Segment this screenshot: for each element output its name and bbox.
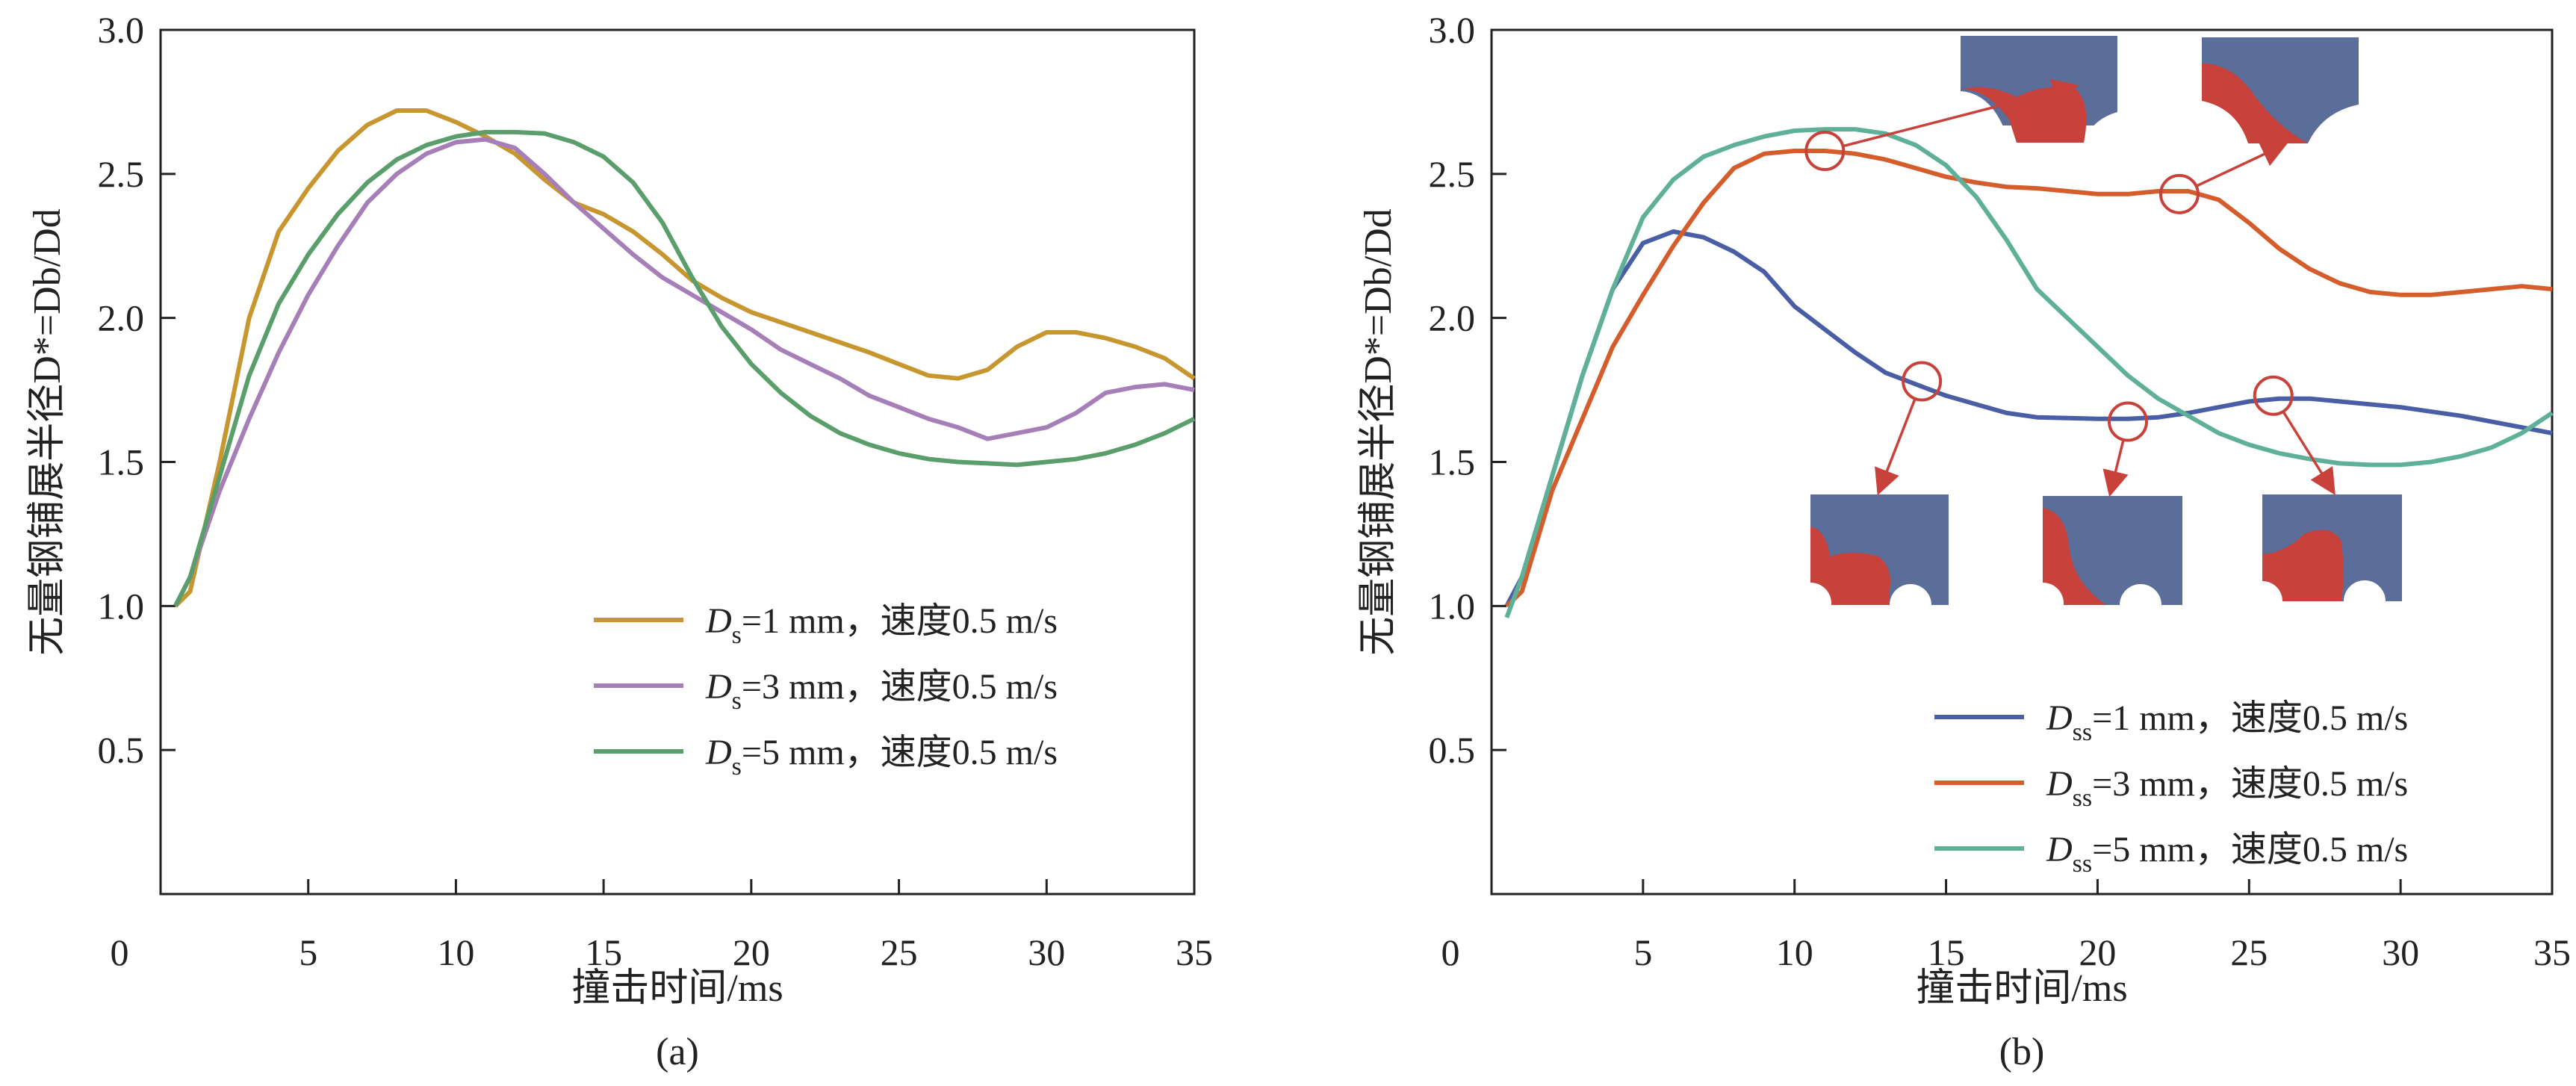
x-tick-label: 10 [437, 931, 474, 973]
annotation-arrow [2195, 142, 2288, 187]
y-tick-label: 3.0 [1429, 9, 1476, 51]
y-axis-label: 无量钢铺展半径D*=Db/Dd [1357, 208, 1400, 655]
x-tick-label: 0 [111, 931, 129, 973]
series-line-3 [173, 129, 1196, 607]
inset-image [1961, 36, 2117, 143]
inset-image [2043, 496, 2182, 605]
panel-a: 0 5 10 15 20 25 30 35 0.5 1.0 1.5 2.0 2.5 3.0 撞击时间/ms (… [26, 9, 1213, 1073]
inset-image [1810, 494, 1949, 605]
x-tick-label: 25 [881, 931, 918, 973]
inset-image [2262, 494, 2402, 601]
x-tick-label: 30 [1028, 931, 1065, 973]
x-tick-label: 25 [2230, 931, 2268, 973]
annotation-circle [1804, 130, 1846, 171]
legend-label: Dss=1 mm，速度0.5 m/s [2046, 698, 2408, 746]
panel-caption: (a) [656, 1031, 699, 1073]
y-tick-label: 2.5 [98, 153, 145, 195]
annotation-circle [1902, 361, 1943, 402]
x-tick-label: 20 [2079, 931, 2116, 973]
y-tick-label: 1.0 [98, 585, 145, 627]
y-tick-label: 2.5 [1429, 153, 1476, 195]
x-axis-label: 撞击时间/ms [1916, 967, 2127, 1010]
y-tick-label: 1.5 [98, 441, 145, 483]
y-tick-label: 0.5 [1429, 729, 1476, 771]
annotation-arrow [2282, 411, 2336, 495]
annotation-arrow [1843, 78, 2079, 148]
simulation-insets [1810, 36, 2402, 605]
x-tick-label: 15 [1928, 931, 1965, 973]
annotation-circle [2158, 173, 2200, 214]
x-tick-label: 0 [1441, 931, 1460, 973]
x-tick-label: 35 [1176, 931, 1213, 973]
annotations [1804, 78, 2336, 497]
annotation-circle [2253, 375, 2294, 416]
y-tick-label: 1.0 [1429, 585, 1476, 627]
series-line-3 [1504, 127, 2554, 618]
x-tick-label: 20 [733, 931, 770, 973]
legend-label: Dss=5 mm，速度0.5 m/s [2046, 830, 2408, 878]
x-tick-label: 30 [2382, 931, 2419, 973]
series-line-2 [173, 137, 1195, 607]
x-axis-label: 撞击时间/ms [571, 967, 783, 1010]
x-tick-label: 5 [299, 931, 317, 973]
annotation-arrow [2102, 439, 2129, 497]
y-tick-label: 1.5 [1429, 441, 1476, 483]
legend-label: Ds=3 mm，速度0.5 m/s [705, 667, 1058, 715]
y-tick-label: 2.0 [1429, 297, 1476, 339]
y-axis-label: 无量钢铺展半径D*=Db/Dd [26, 208, 69, 655]
legend-label: Ds=5 mm，速度0.5 m/s [705, 733, 1058, 781]
annotation-arrow [1875, 398, 1917, 496]
panel-b: 0 5 10 15 20 25 30 35 0.5 1.0 1.5 2.0 2.5 3.0 撞击时间/ms (… [1357, 9, 2571, 1073]
legend-label: Ds=1 mm，速度0.5 m/s [705, 601, 1058, 649]
x-tick-label: 5 [1633, 931, 1652, 973]
y-tick-label: 0.5 [98, 729, 145, 771]
legend-label: Dss=3 mm，速度0.5 m/s [2046, 764, 2408, 812]
series-line-1 [173, 108, 1196, 608]
inset-image [2202, 37, 2359, 143]
x-tick-label: 15 [585, 931, 622, 973]
x-tick-label: 35 [2533, 931, 2571, 973]
series-line-2 [1505, 149, 2553, 608]
annotation-circle [2108, 401, 2148, 442]
y-tick-label: 3.0 [98, 9, 145, 51]
series-line-1 [1504, 229, 2553, 607]
panel-caption: (b) [1999, 1031, 2045, 1073]
x-tick-label: 10 [1776, 931, 1813, 973]
y-tick-label: 2.0 [98, 297, 145, 339]
